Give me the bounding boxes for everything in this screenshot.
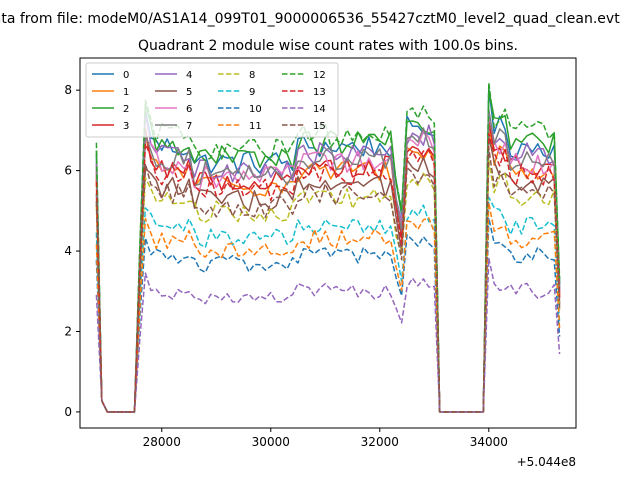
legend-label-11: 11 (249, 121, 262, 132)
y-tick-label: 8 (64, 83, 72, 97)
legend-label-15: 15 (313, 121, 326, 132)
series-line-14 (95, 257, 561, 413)
y-tick-label: 4 (64, 244, 72, 258)
legend-label-2: 2 (123, 104, 129, 115)
series-line-13 (95, 132, 561, 413)
chart-suptitle: Data from file: modeM0/AS1A14_099T01_900… (0, 11, 620, 27)
legend-label-4: 4 (186, 70, 192, 81)
series-line-9 (95, 196, 561, 413)
plot-frame (79, 57, 577, 429)
y-axis: 0 2 4 6 8 (64, 83, 80, 419)
legend-label-0: 0 (123, 70, 129, 81)
legend-label-5: 5 (186, 87, 192, 98)
x-tick-label: 30000 (252, 435, 290, 449)
legend-label-13: 13 (313, 87, 326, 98)
y-tick-label: 6 (64, 164, 72, 178)
legend-label-8: 8 (249, 70, 255, 81)
x-tick-label: 28000 (143, 435, 181, 449)
legend-label-3: 3 (123, 121, 129, 132)
series-line-15 (95, 147, 561, 413)
legend-label-7: 7 (186, 121, 192, 132)
legend-label-14: 14 (313, 104, 326, 115)
x-tick-label: 34000 (470, 435, 508, 449)
legend-label-10: 10 (249, 104, 262, 115)
legend-label-12: 12 (313, 70, 326, 81)
chart-title: Quadrant 2 module wise count rates with … (138, 38, 518, 54)
y-tick-label: 0 (64, 405, 72, 419)
legend-label-1: 1 (123, 87, 129, 98)
y-tick-label: 2 (64, 324, 72, 338)
x-offset-text: +5.044e8 (517, 455, 576, 469)
legend-label-9: 9 (249, 87, 255, 98)
legend-box (85, 62, 339, 138)
x-axis: 28000 30000 32000 34000 (143, 428, 508, 449)
legend-label-6: 6 (186, 104, 192, 115)
x-tick-label: 32000 (361, 435, 399, 449)
